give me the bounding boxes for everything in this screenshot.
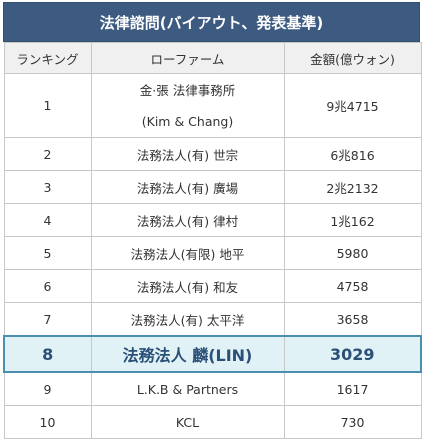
firm-cell: 法務法人(有) 和友: [90, 269, 285, 303]
rank-cell: 8: [3, 335, 92, 373]
table-row: 2 法務法人(有) 世宗 6兆816: [3, 137, 422, 171]
rank-cell: 1: [3, 73, 92, 138]
amount-cell: 2兆2132: [283, 170, 422, 204]
table-row: 3 法務法人(有) 廣場 2兆2132: [3, 170, 422, 204]
firm-cell: 法務法人(有) 律村: [90, 203, 285, 237]
rank-cell: 6: [3, 269, 92, 303]
firm-cell: L.K.B & Partners: [90, 371, 285, 406]
firm-name-english: (Kim & Chang): [141, 113, 234, 129]
amount-cell: 730: [283, 405, 422, 439]
firm-cell: 法務法人(有) 廣場: [90, 170, 285, 204]
firm-cell: 金·張 法律事務所 (Kim & Chang): [90, 73, 285, 138]
amount-cell: 1617: [283, 371, 422, 406]
ranking-table: ランキング ローファーム 金額(億ウォン) 1 金·張 法律事務所 (Kim &…: [3, 42, 422, 439]
firm-cell: 法務法人(有限) 地平: [90, 236, 285, 270]
table-row-highlighted: 8 法務法人 麟(LIN) 3029: [3, 335, 422, 373]
header-firm: ローファーム: [90, 42, 285, 74]
firm-cell: KCL: [90, 405, 285, 439]
table-title: 法律諮問(バイアウト、発表基準): [3, 2, 420, 42]
table-row: 10 KCL 730: [3, 405, 422, 439]
rank-cell: 9: [3, 371, 92, 406]
firm-cell: 法務法人(有) 世宗: [90, 137, 285, 171]
table-row: 1 金·張 法律事務所 (Kim & Chang) 9兆4715: [3, 73, 422, 138]
rank-cell: 2: [3, 137, 92, 171]
amount-cell: 3029: [283, 335, 422, 373]
amount-cell: 6兆816: [283, 137, 422, 171]
rank-cell: 3: [3, 170, 92, 204]
amount-cell: 9兆4715: [283, 73, 422, 138]
rank-cell: 7: [3, 302, 92, 337]
firm-name: 金·張 法律事務所: [139, 82, 236, 98]
table-row: 7 法務法人(有) 太平洋 3658: [3, 302, 422, 337]
header-rank: ランキング: [3, 42, 92, 74]
header-amount: 金額(億ウォン): [283, 42, 422, 74]
header-row: ランキング ローファーム 金額(億ウォン): [3, 42, 422, 74]
rank-cell: 4: [3, 203, 92, 237]
firm-cell: 法務法人 麟(LIN): [90, 335, 285, 373]
table-row: 6 法務法人(有) 和友 4758: [3, 269, 422, 303]
rank-cell: 5: [3, 236, 92, 270]
amount-cell: 3658: [283, 302, 422, 337]
table-row: 4 法務法人(有) 律村 1兆162: [3, 203, 422, 237]
ranking-table-container: 法律諮問(バイアウト、発表基準) ランキング ローファーム 金額(億ウォン) 1…: [3, 2, 422, 439]
rank-cell: 10: [3, 405, 92, 439]
amount-cell: 1兆162: [283, 203, 422, 237]
firm-cell: 法務法人(有) 太平洋: [90, 302, 285, 337]
table-row: 9 L.K.B & Partners 1617: [3, 371, 422, 406]
table-row: 5 法務法人(有限) 地平 5980: [3, 236, 422, 270]
amount-cell: 4758: [283, 269, 422, 303]
amount-cell: 5980: [283, 236, 422, 270]
